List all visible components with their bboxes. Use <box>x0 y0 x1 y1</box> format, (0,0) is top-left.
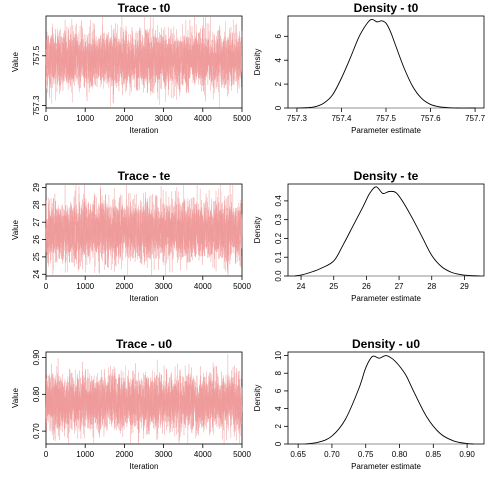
panel-trace-u0: Trace - u0 0 1000 2000 3000 4000 5000 0.70 0.80 0… <box>11 337 251 471</box>
x-tick-label: 0.70 <box>324 450 340 459</box>
trace-series-line <box>45 184 243 276</box>
x-tick-label: 757.5 <box>376 114 397 123</box>
y-axis-label: Value <box>11 52 20 72</box>
trace-series-line <box>45 354 243 444</box>
y-tick-label: 0.70 <box>32 423 41 439</box>
x-tick-label: 3000 <box>155 114 173 123</box>
x-tick-label: 24 <box>297 282 306 291</box>
density-curve <box>304 355 474 445</box>
x-axis-label: Parameter estimate <box>351 126 421 135</box>
x-tick-label: 27 <box>395 282 404 291</box>
y-tick-label: 25 <box>32 252 41 261</box>
y-tick-label: 757.5 <box>32 45 41 66</box>
panel-density-te: Density - te 24 25 26 27 28 29 0.0 0.1 0.2 0.3 0.4 P… <box>253 169 485 303</box>
panel-trace-te: Trace - te 0 1000 2000 3000 4000 5000 24 25 26 27 2… <box>11 169 251 303</box>
y-tick-label: 0.90 <box>32 349 41 365</box>
x-tick-label: 3000 <box>155 282 173 291</box>
y-axis-label: Value <box>11 388 20 408</box>
panel-trace-t0: Trace - t0 0 1000 2000 3000 4000 5000 757.3 757.… <box>11 1 251 135</box>
y-tick-label: 2 <box>274 424 283 429</box>
x-tick-label: 5000 <box>233 450 251 459</box>
y-tick-label: 757.3 <box>32 95 41 116</box>
x-axis-label: Parameter estimate <box>351 294 421 303</box>
x-axis-label: Iteration <box>130 294 159 303</box>
y-tick-label: 0 <box>274 441 283 446</box>
x-tick-label: 2000 <box>116 450 134 459</box>
panel-density-u0: Density - u0 0.65 0.70 0.75 0.80 0.85 0.90 0 2 4 6… <box>253 337 485 471</box>
y-axis-label: Density <box>253 217 262 244</box>
x-tick-label: 28 <box>427 282 436 291</box>
plot-frame <box>287 351 485 445</box>
y-tick-label: 6 <box>274 388 283 393</box>
x-tick-label: 2000 <box>116 114 134 123</box>
x-tick-label: 0.80 <box>392 450 408 459</box>
x-tick-label: 0 <box>44 114 49 123</box>
y-tick-label: 0 <box>274 105 283 110</box>
y-tick-label: 2 <box>274 81 283 86</box>
panel-title: Trace - te <box>118 169 171 183</box>
trace-series-line <box>45 16 243 108</box>
x-tick-label: 4000 <box>194 450 212 459</box>
y-tick-label: 0.2 <box>274 232 283 244</box>
y-tick-label: 26 <box>32 235 41 244</box>
y-tick-label: 29 <box>32 182 41 191</box>
y-tick-label: 24 <box>32 269 41 278</box>
x-tick-label: 757.7 <box>465 114 486 123</box>
x-tick-label: 4000 <box>194 114 212 123</box>
x-tick-label: 757.6 <box>421 114 442 123</box>
density-curve <box>294 186 481 277</box>
y-axis-label: Density <box>253 385 262 412</box>
y-tick-label: 4 <box>274 57 283 62</box>
y-tick-label: 6 <box>274 34 283 39</box>
x-tick-label: 3000 <box>155 450 173 459</box>
x-axis-label: Iteration <box>130 126 159 135</box>
x-axis-label: Parameter estimate <box>351 462 421 471</box>
x-tick-label: 4000 <box>194 282 212 291</box>
y-tick-label: 0.1 <box>274 251 283 263</box>
x-tick-label: 0.75 <box>358 450 374 459</box>
x-axis-label: Iteration <box>130 462 159 471</box>
panel-title: Density - te <box>354 169 419 183</box>
x-tick-label: 5000 <box>233 282 251 291</box>
x-tick-label: 0 <box>44 450 49 459</box>
x-tick-label: 29 <box>460 282 469 291</box>
panel-title: Density - u0 <box>352 337 420 351</box>
y-tick-label: 0.4 <box>274 195 283 207</box>
y-tick-label: 0.0 <box>274 270 283 282</box>
y-axis-label: Value <box>11 220 20 240</box>
x-tick-label: 757.4 <box>331 114 352 123</box>
panel-title: Density - t0 <box>354 1 419 15</box>
y-tick-label: 0.80 <box>32 386 41 402</box>
density-curve <box>296 19 476 109</box>
x-tick-label: 5000 <box>233 114 251 123</box>
y-tick-label: 4 <box>274 406 283 411</box>
y-tick-label: 8 <box>274 370 283 375</box>
x-tick-label: 0.90 <box>459 450 475 459</box>
x-tick-label: 0.85 <box>426 450 442 459</box>
plot-frame <box>287 15 485 109</box>
x-tick-label: 26 <box>362 282 371 291</box>
x-tick-label: 0.65 <box>290 450 306 459</box>
x-tick-label: 1000 <box>76 282 94 291</box>
y-axis-label: Density <box>253 49 262 76</box>
x-tick-label: 757.3 <box>287 114 308 123</box>
y-tick-label: 0.3 <box>274 214 283 226</box>
x-tick-label: 1000 <box>76 114 94 123</box>
y-tick-label: 10 <box>274 351 283 360</box>
panel-title: Trace - u0 <box>116 337 172 351</box>
y-tick-label: 27 <box>32 217 41 226</box>
x-tick-label: 2000 <box>116 282 134 291</box>
x-tick-label: 0 <box>44 282 49 291</box>
panel-title: Trace - t0 <box>118 1 171 15</box>
x-tick-label: 25 <box>329 282 338 291</box>
y-tick-label: 28 <box>32 200 41 209</box>
x-tick-label: 1000 <box>76 450 94 459</box>
plot-frame <box>287 183 485 277</box>
panel-density-t0: Density - t0 757.3 757.4 757.5 757.6 757.7 0 2 4… <box>253 1 486 135</box>
